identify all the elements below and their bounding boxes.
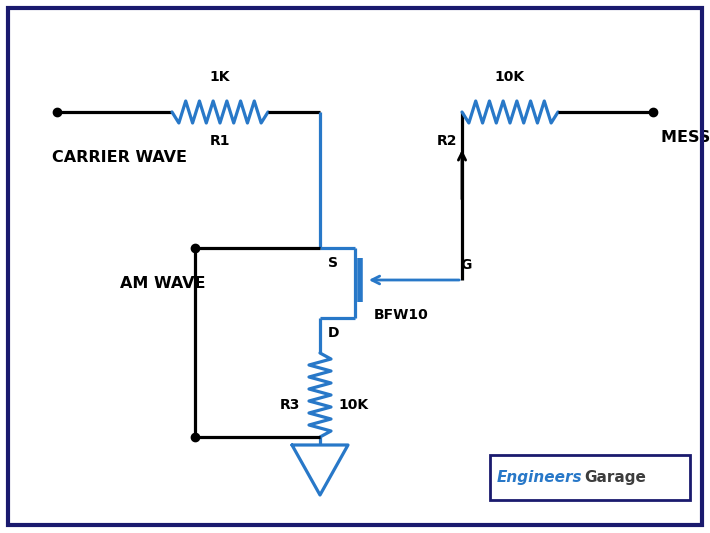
Text: AM WAVE: AM WAVE (120, 276, 205, 291)
Text: 1K: 1K (209, 70, 230, 84)
Text: MESSAGE WAVE: MESSAGE WAVE (661, 130, 710, 145)
Text: BFW10: BFW10 (374, 308, 429, 322)
Text: 10K: 10K (495, 70, 525, 84)
FancyBboxPatch shape (490, 455, 690, 500)
Text: 10K: 10K (338, 398, 368, 412)
Text: R1: R1 (209, 134, 230, 148)
Text: Garage: Garage (584, 470, 646, 485)
Text: CARRIER WAVE: CARRIER WAVE (52, 150, 187, 165)
Text: R2: R2 (437, 134, 457, 148)
Text: Engineers: Engineers (496, 470, 582, 485)
Text: S: S (328, 256, 338, 270)
Text: G: G (460, 258, 471, 272)
Text: D: D (328, 326, 339, 340)
Text: R3: R3 (280, 398, 300, 412)
